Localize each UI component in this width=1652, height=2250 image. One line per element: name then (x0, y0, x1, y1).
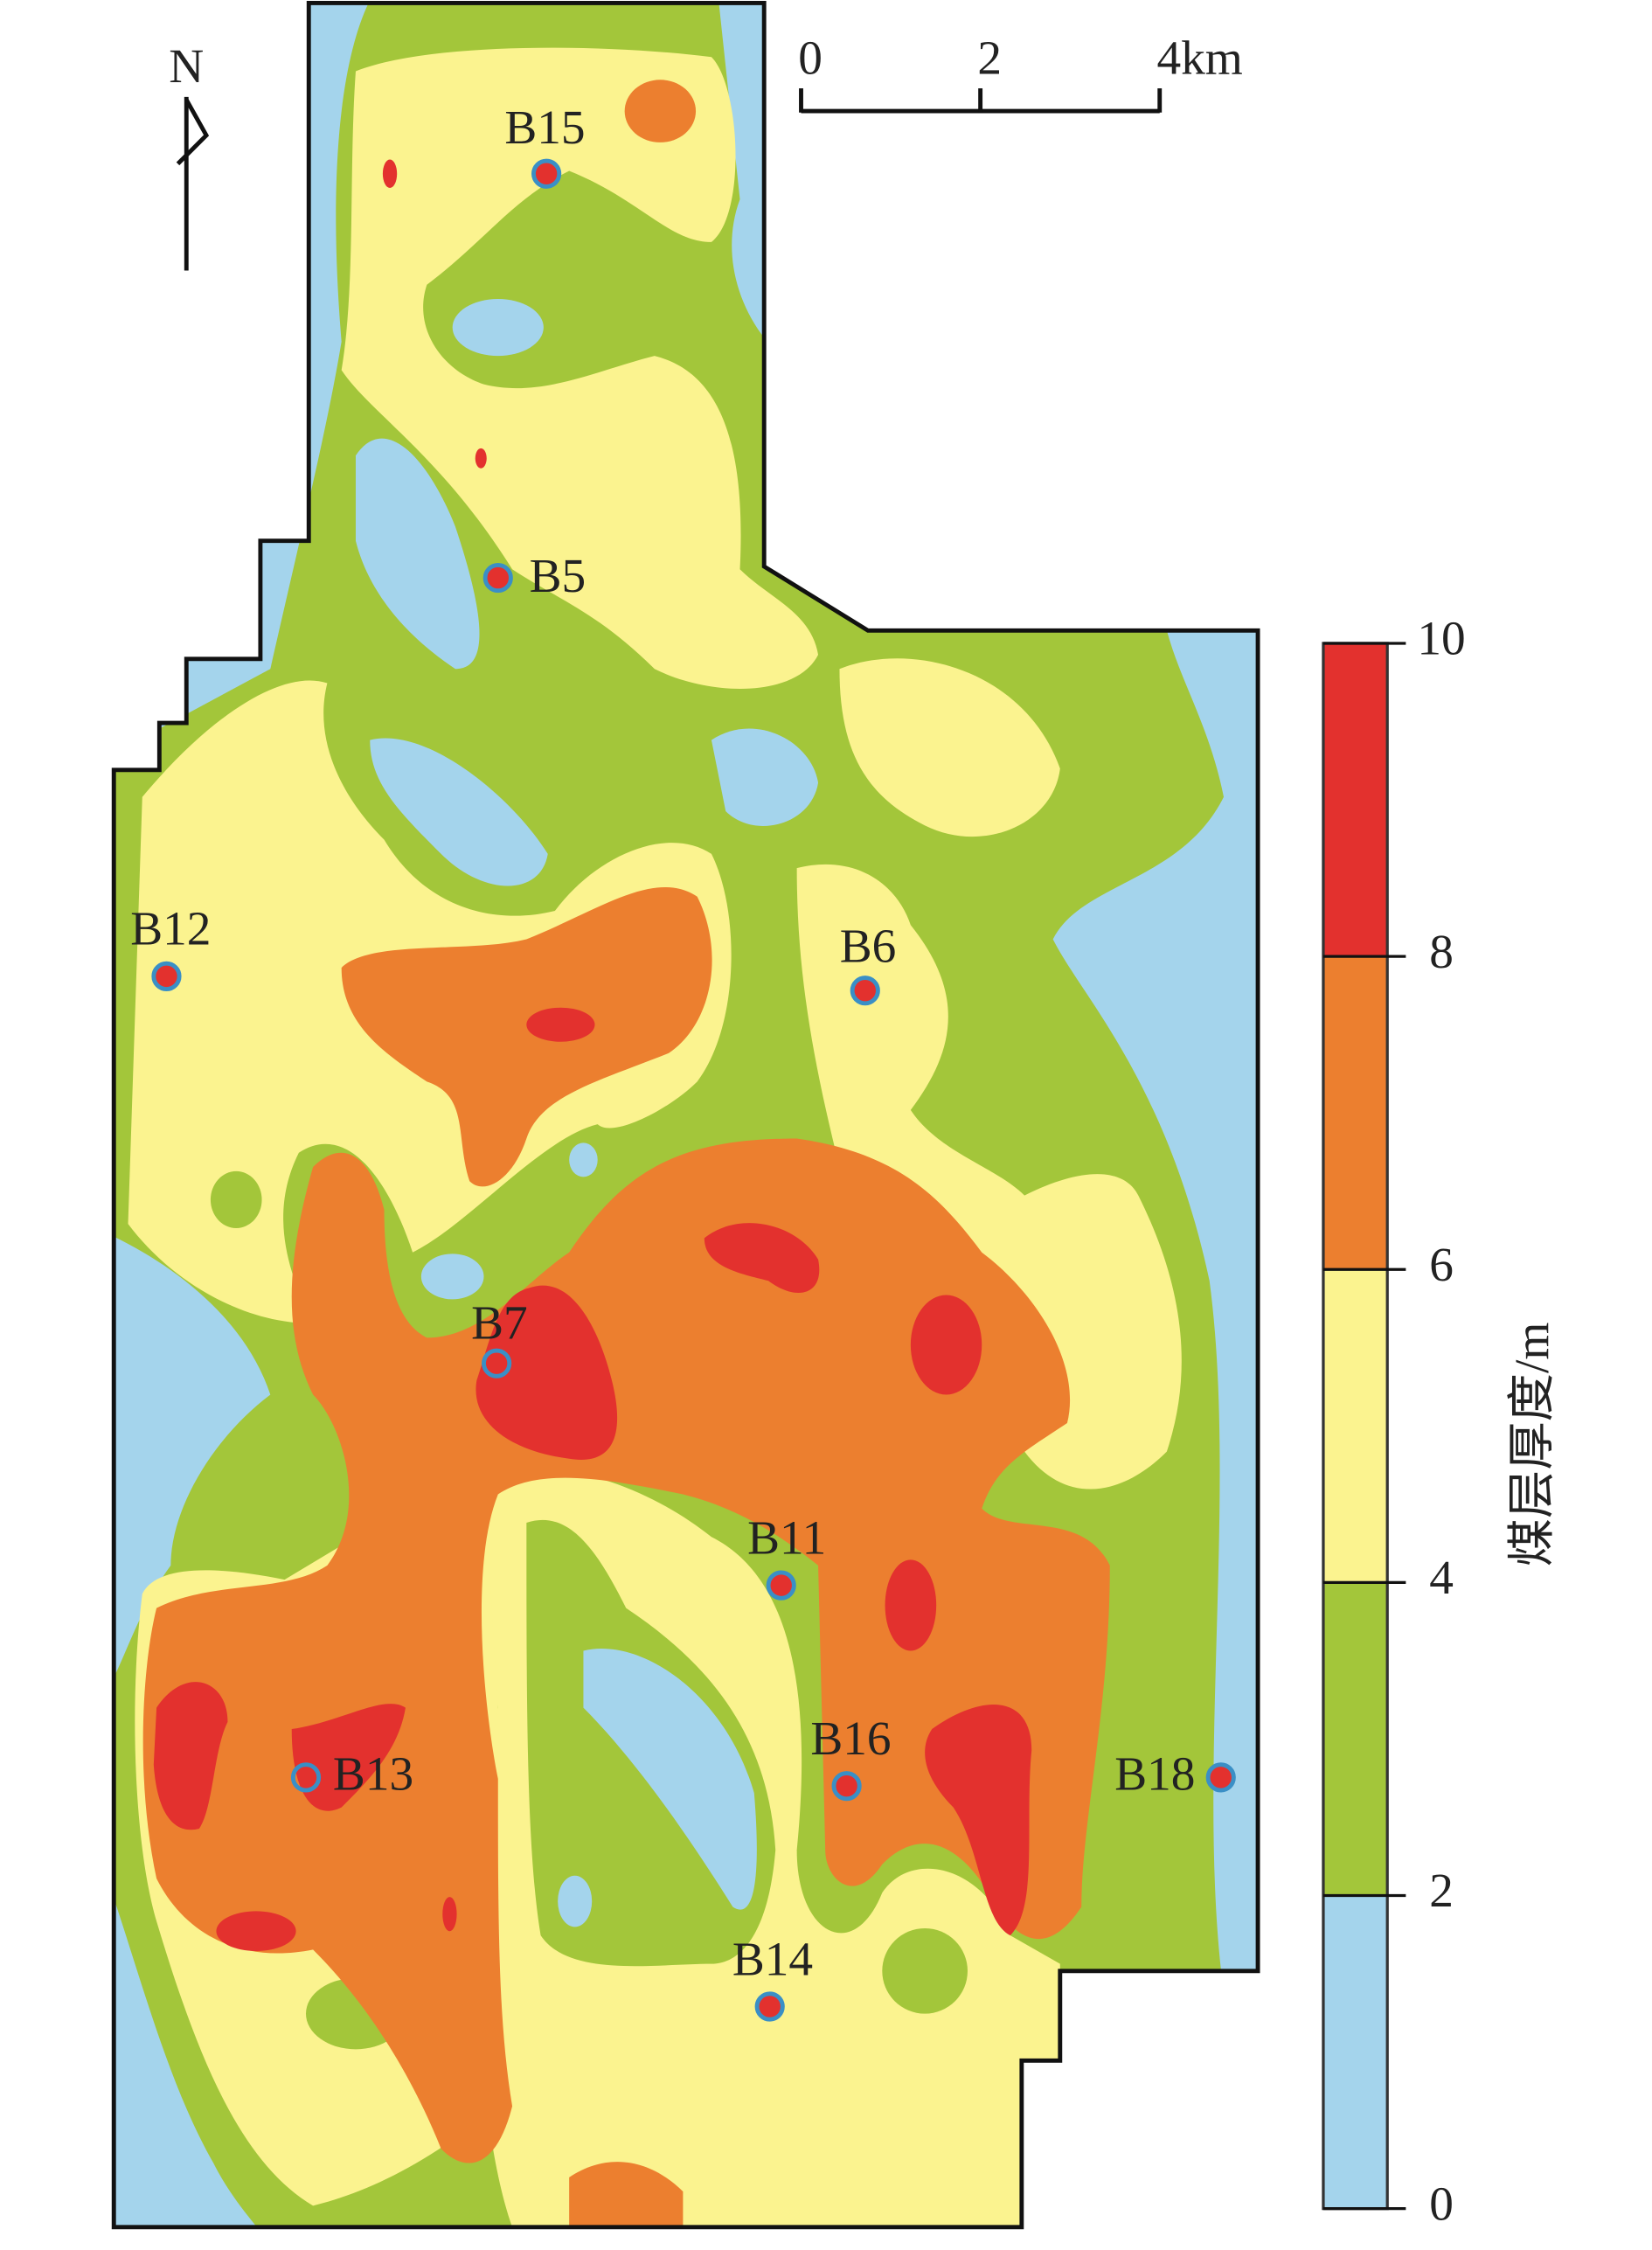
legend-tick-label: 0 (1429, 2177, 1454, 2230)
legend: 0 2 4 6 8 10 煤层厚度/m (1322, 612, 1558, 2230)
well-label: B15 (504, 101, 585, 154)
well-label: B5 (530, 549, 587, 602)
legend-band (1322, 1895, 1388, 2209)
well-label: B18 (1114, 1747, 1195, 1801)
well-marker (151, 961, 182, 991)
well-marker (290, 1762, 322, 1793)
well-marker (831, 1771, 862, 1802)
scale-label: 2 (977, 31, 1002, 84)
well-label: B7 (471, 1296, 528, 1350)
well-marker (850, 976, 880, 1006)
legend-band (1322, 1582, 1388, 1896)
well-marker (754, 1991, 785, 2022)
well-label: B14 (732, 1932, 813, 1985)
wells: B15 B5 B12 B6 B7 B11 B13 B16 B18 B14 (130, 101, 1236, 2022)
legend-tick-label: 6 (1429, 1238, 1454, 1291)
well-label: B13 (333, 1747, 413, 1801)
well-marker (766, 1570, 796, 1601)
legend-band (1322, 1269, 1388, 1583)
north-label: N (169, 39, 204, 93)
legend-tick-label: 10 (1417, 612, 1465, 665)
legend-title: 煤层厚度/m (1505, 1323, 1558, 1567)
map-outline (111, 0, 1260, 2230)
well-marker (482, 1348, 512, 1378)
legend-tick-label: 2 (1429, 1864, 1454, 1917)
legend-band (1322, 956, 1388, 1270)
well-marker (531, 158, 562, 189)
scale-label: 4km (1156, 31, 1242, 84)
legend-tick-label: 4 (1429, 1551, 1454, 1604)
well-label: B12 (130, 902, 211, 955)
scale-label: 0 (798, 31, 823, 84)
well-marker (482, 562, 513, 594)
scale-bar: 0 2 4km (798, 31, 1243, 114)
well-label: B16 (810, 1712, 891, 1765)
legend-tick-label: 8 (1429, 925, 1454, 978)
well-label: B6 (840, 919, 897, 972)
well-marker (1205, 1762, 1236, 1793)
north-arrow (176, 96, 210, 271)
legend-band (1322, 642, 1388, 957)
well-label: B11 (747, 1510, 826, 1564)
